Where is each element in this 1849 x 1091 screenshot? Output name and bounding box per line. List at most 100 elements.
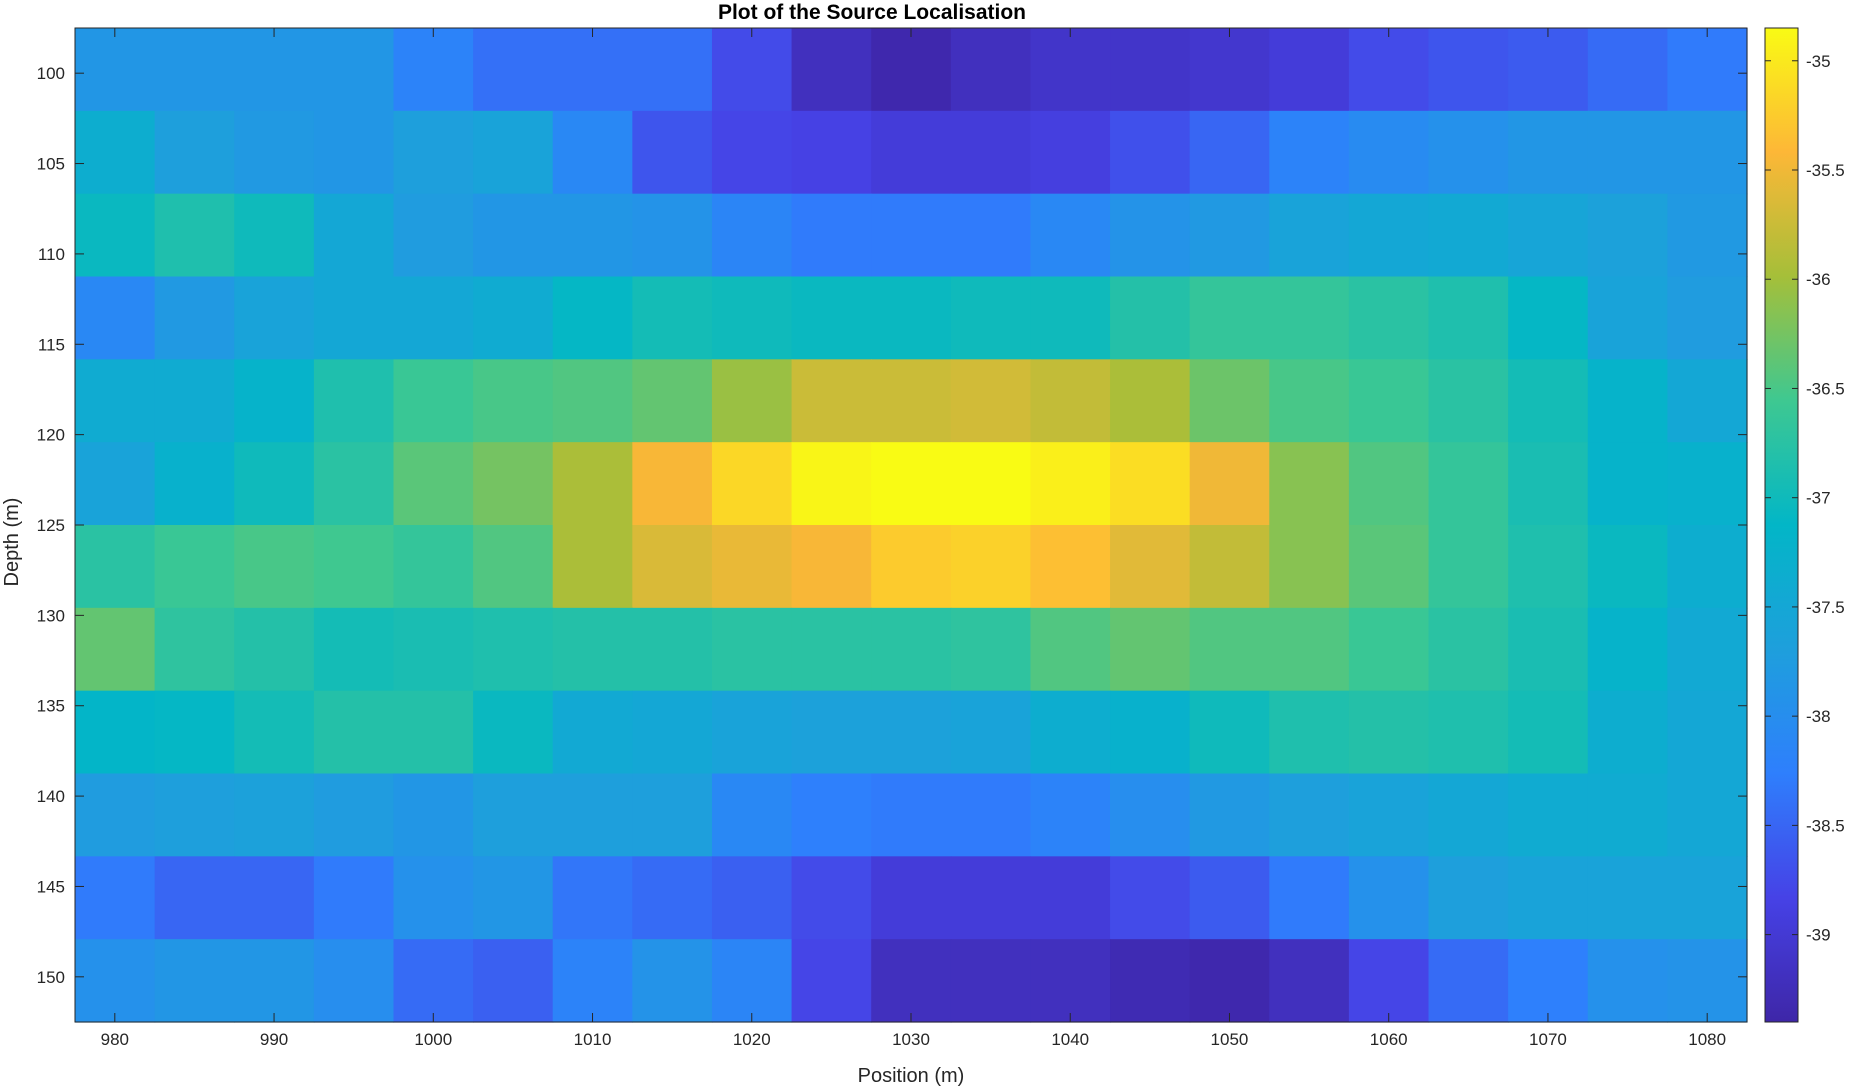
heatmap-cell (871, 193, 952, 278)
heatmap-cell (234, 359, 315, 443)
heatmap-cell (154, 442, 235, 526)
x-tick-label: 1010 (574, 1030, 612, 1049)
heatmap-cell (473, 442, 554, 526)
heatmap-cell (552, 442, 633, 526)
heatmap-cell (393, 276, 474, 360)
heatmap-cell (791, 193, 872, 278)
heatmap-cell (234, 607, 315, 692)
heatmap-cell (1508, 110, 1589, 195)
heatmap-cell (1189, 110, 1270, 195)
y-tick-label: 140 (37, 787, 65, 806)
heatmap-cell (950, 773, 1032, 857)
heatmap-cell (871, 939, 952, 1023)
heatmap-cell (1587, 359, 1668, 443)
heatmap-cell (950, 110, 1032, 195)
heatmap-cell (154, 856, 235, 940)
heatmap-cell (154, 276, 235, 360)
heatmap-cell (552, 856, 633, 940)
heatmap-cell (1269, 193, 1350, 278)
heatmap-cell (1587, 276, 1668, 360)
heatmap-cell (711, 110, 793, 195)
heatmap-cell (473, 276, 554, 360)
heatmap-cell (791, 442, 872, 526)
colorbar-tick-label: -39 (1806, 926, 1831, 945)
heatmap-cell (1428, 525, 1509, 609)
heatmap-cell (234, 276, 315, 360)
heatmap-cell (75, 276, 156, 360)
heatmap-cell (1348, 110, 1430, 195)
heatmap-cell (234, 525, 315, 609)
heatmap-cell (1428, 442, 1509, 526)
heatmap-cell (313, 607, 395, 692)
heatmap-cell (1030, 28, 1111, 112)
heatmap-cell (1269, 773, 1350, 857)
heatmap-cell (1348, 359, 1430, 443)
x-tick-label: 1070 (1529, 1030, 1567, 1049)
heatmap-cell (1428, 773, 1509, 857)
heatmap-cell (473, 607, 554, 692)
heatmap-cell (1189, 939, 1270, 1023)
heatmap-cell (1269, 856, 1350, 940)
heatmap-cell (1428, 690, 1509, 775)
heatmap-cell (473, 525, 554, 609)
heatmap-cell (75, 442, 156, 526)
heatmap-cell (632, 607, 713, 692)
heatmap-cell (1030, 525, 1111, 609)
colorbar-tick-label: -37.5 (1806, 598, 1845, 617)
heatmap-cell (791, 359, 872, 443)
heatmap-cell (711, 525, 793, 609)
heatmap-cell (1587, 110, 1668, 195)
x-tick-label: 980 (101, 1030, 129, 1049)
x-tick-label: 1050 (1211, 1030, 1249, 1049)
heatmap-cell (711, 442, 793, 526)
heatmap-cell (632, 28, 713, 112)
y-tick-label: 100 (37, 64, 65, 83)
heatmap-cell (393, 193, 474, 278)
x-tick-label: 1080 (1688, 1030, 1726, 1049)
heatmap-cell (473, 110, 554, 195)
colorbar-tick-label: -36 (1806, 270, 1831, 289)
heatmap-cell (1110, 773, 1191, 857)
heatmap-cell (791, 690, 872, 775)
heatmap-cell (791, 276, 872, 360)
heatmap-cell (552, 607, 633, 692)
heatmap-cell (313, 193, 395, 278)
heatmap-cell (711, 773, 793, 857)
heatmap-cell (313, 276, 395, 360)
heatmap-cell (552, 359, 633, 443)
heatmap-cell (1428, 607, 1509, 692)
heatmap-cell (393, 110, 474, 195)
heatmap-cell (1428, 856, 1509, 940)
heatmap-cell (1667, 690, 1748, 775)
heatmap-cell (234, 442, 315, 526)
heatmap-cell (1508, 690, 1589, 775)
heatmap-cell (1189, 276, 1270, 360)
heatmap-cell (950, 856, 1032, 940)
heatmap-cell (1587, 525, 1668, 609)
heatmap-cell (1428, 359, 1509, 443)
heatmap-cell (950, 276, 1032, 360)
heatmap-cell (1348, 773, 1430, 857)
heatmap-cell (1508, 276, 1589, 360)
heatmap-cell (1348, 690, 1430, 775)
heatmap-cell (1508, 607, 1589, 692)
plot-area-border (74, 27, 1748, 1023)
heatmap-cell (871, 690, 952, 775)
x-tick-label: 1000 (414, 1030, 452, 1049)
heatmap-cell (1348, 607, 1430, 692)
chart-title: Plot of the Source Localisation (718, 1, 1026, 24)
colorbar-tick-label: -36.5 (1806, 379, 1845, 398)
heatmap-cell (473, 773, 554, 857)
heatmap-cell (632, 690, 713, 775)
x-tick-label: 1030 (892, 1030, 930, 1049)
heatmap-cell (473, 939, 554, 1023)
heatmap-cell (154, 193, 235, 278)
heatmap-cell (632, 110, 713, 195)
heatmap-cell (75, 359, 156, 443)
heatmap-cell (552, 939, 633, 1023)
heatmap-cell (632, 856, 713, 940)
heatmap-cell (1508, 193, 1589, 278)
heatmap-cell (552, 110, 633, 195)
heatmap-cell (154, 939, 235, 1023)
heatmap-cell (711, 607, 793, 692)
